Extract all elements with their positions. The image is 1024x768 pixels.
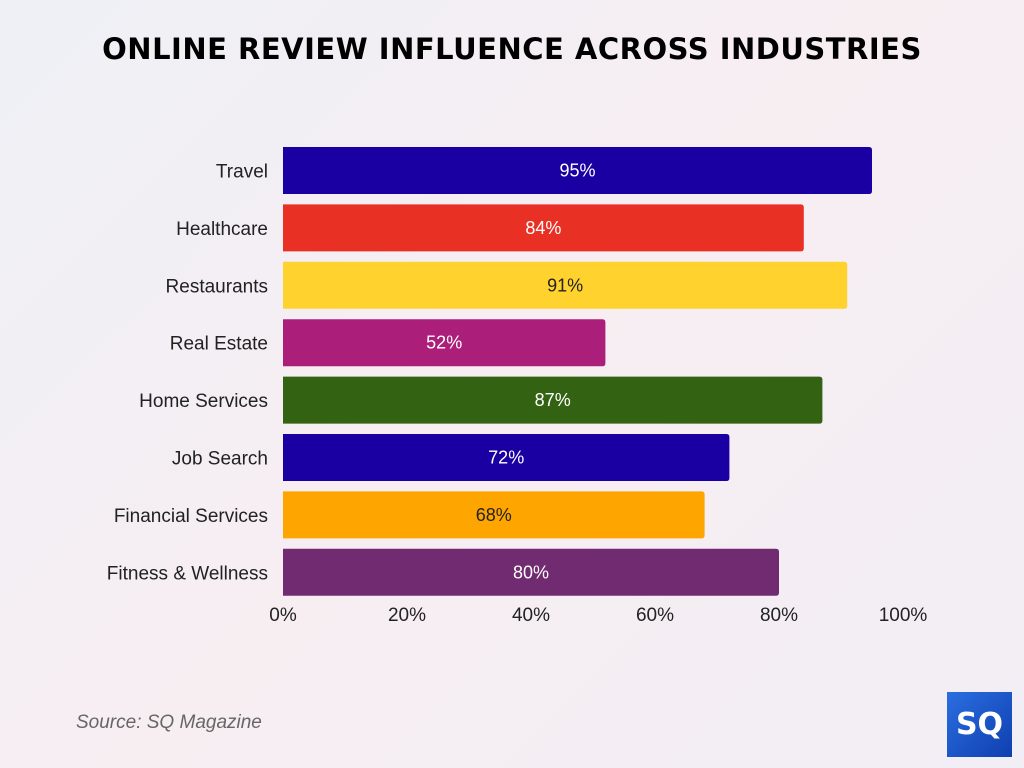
data-label: 84% — [525, 218, 561, 238]
x-tick-label: 80% — [760, 605, 798, 626]
category-label: Financial Services — [114, 506, 268, 527]
category-label: Job Search — [172, 449, 268, 470]
data-label: 87% — [535, 390, 571, 410]
category-label: Home Services — [139, 391, 268, 412]
bar — [283, 261, 848, 309]
data-label: 68% — [476, 505, 512, 525]
x-tick-label: 60% — [636, 605, 674, 626]
x-tick-label: 100% — [879, 605, 928, 626]
chart-title: ONLINE REVIEW INFLUENCE ACROSS INDUSTRIE… — [102, 32, 922, 66]
bar — [283, 491, 705, 539]
data-label: 80% — [513, 562, 549, 582]
data-label: 52% — [426, 333, 462, 353]
category-label: Real Estate — [170, 334, 268, 355]
category-label: Travel — [216, 162, 268, 183]
category-label: Restaurants — [166, 276, 268, 297]
bar — [283, 548, 779, 596]
data-label: 95% — [559, 161, 595, 181]
data-label: 72% — [488, 448, 524, 468]
bar — [283, 204, 804, 252]
sq-logo: SQ — [947, 692, 1012, 757]
category-label: Healthcare — [176, 219, 268, 240]
x-tick-label: 0% — [269, 605, 297, 626]
bar — [283, 434, 730, 481]
logo-text: SQ — [955, 707, 1004, 742]
category-label: Fitness & Wellness — [107, 563, 268, 584]
bar — [283, 319, 606, 367]
source-note: Source: SQ Magazine — [76, 712, 262, 733]
data-label: 91% — [547, 275, 583, 295]
bar — [283, 376, 823, 424]
x-tick-label: 20% — [388, 605, 426, 626]
bar — [283, 147, 872, 194]
x-tick-label: 40% — [512, 605, 550, 626]
